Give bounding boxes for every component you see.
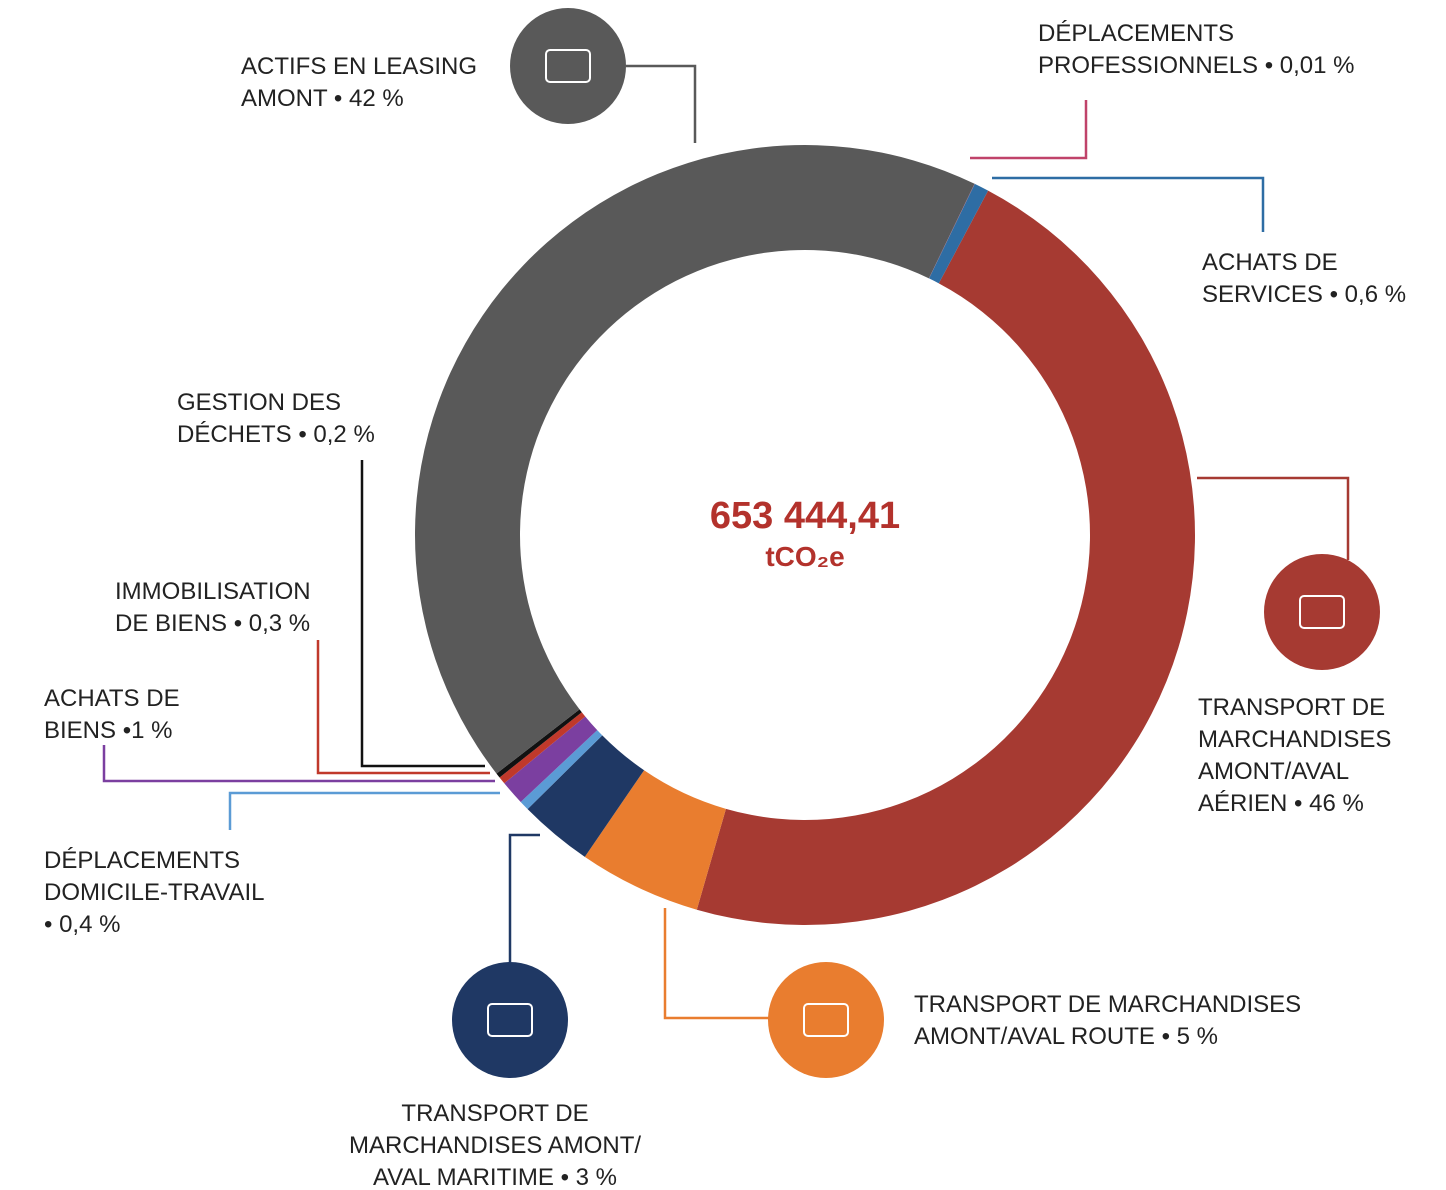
leader-line (970, 100, 1088, 160)
leader-line (316, 640, 490, 775)
segment-label: AÉRIEN • 46 % (1198, 790, 1364, 817)
icon-circle (452, 962, 568, 1078)
segment-label: AMONT • 42 % (241, 85, 404, 112)
donut-segment (696, 190, 1196, 926)
icon-circle (510, 8, 626, 124)
segment-label: IMMOBILISATION (115, 578, 311, 605)
segment-label: MARCHANDISES AMONT/ (349, 1132, 641, 1159)
leader-line (992, 176, 1265, 232)
donut-segment (527, 735, 645, 857)
segment-label: SERVICES • 0,6 % (1202, 281, 1406, 308)
segment-label: ACTIFS EN LEASING (241, 53, 477, 80)
segment-label: • 0,4 % (44, 911, 120, 938)
segment-label: MARCHANDISES (1198, 726, 1391, 753)
donut-segment (520, 730, 603, 810)
segment-label: BIENS •1 % (44, 717, 172, 744)
segment-label: AVAL MARITIME • 3 % (373, 1164, 617, 1190)
segment-label: DÉCHETS • 0,2 % (177, 421, 375, 448)
segment-label: TRANSPORT DE (1198, 694, 1385, 721)
leader-line (228, 791, 500, 830)
icon (1299, 595, 1345, 629)
leader-line (508, 833, 540, 962)
icon-circle (768, 962, 884, 1078)
segment-label: AMONT/AVAL ROUTE • 5 % (914, 1023, 1218, 1050)
donut-segment (928, 183, 975, 279)
segment-label: PROFESSIONNELS • 0,01 % (1038, 52, 1355, 79)
segment-label: TRANSPORT DE MARCHANDISES (914, 991, 1301, 1018)
segment-label: AMONT/AVAL (1198, 758, 1349, 785)
leader-line (1197, 476, 1350, 560)
segment-label: ACHATS DE (1202, 249, 1338, 276)
segment-label: GESTION DES (177, 389, 341, 416)
segment-label: DE BIENS • 0,3 % (115, 610, 310, 637)
icon (545, 49, 591, 83)
icon (487, 1003, 533, 1037)
leader-line (663, 908, 770, 1020)
leader-line (360, 460, 485, 768)
segment-label: TRANSPORT DE (401, 1100, 588, 1127)
donut-segment (584, 770, 726, 910)
leader-line (102, 745, 495, 783)
segment-label: ACHATS DE (44, 685, 180, 712)
donut-segment (496, 709, 582, 778)
segment-label: DÉPLACEMENTS (44, 847, 240, 874)
segment-label: DOMICILE-TRAVAIL (44, 879, 264, 906)
donut-segment (499, 712, 586, 784)
icon (803, 1003, 849, 1037)
center-value: 653 444,41 (710, 495, 900, 537)
leader-line (626, 64, 697, 143)
donut-segment (415, 145, 975, 774)
segment-label: DÉPLACEMENTS (1038, 20, 1234, 47)
center-unit: tCO₂e (765, 541, 844, 572)
donut-segment (929, 183, 989, 284)
donut-segment (504, 716, 598, 802)
icon-circle (1264, 554, 1380, 670)
